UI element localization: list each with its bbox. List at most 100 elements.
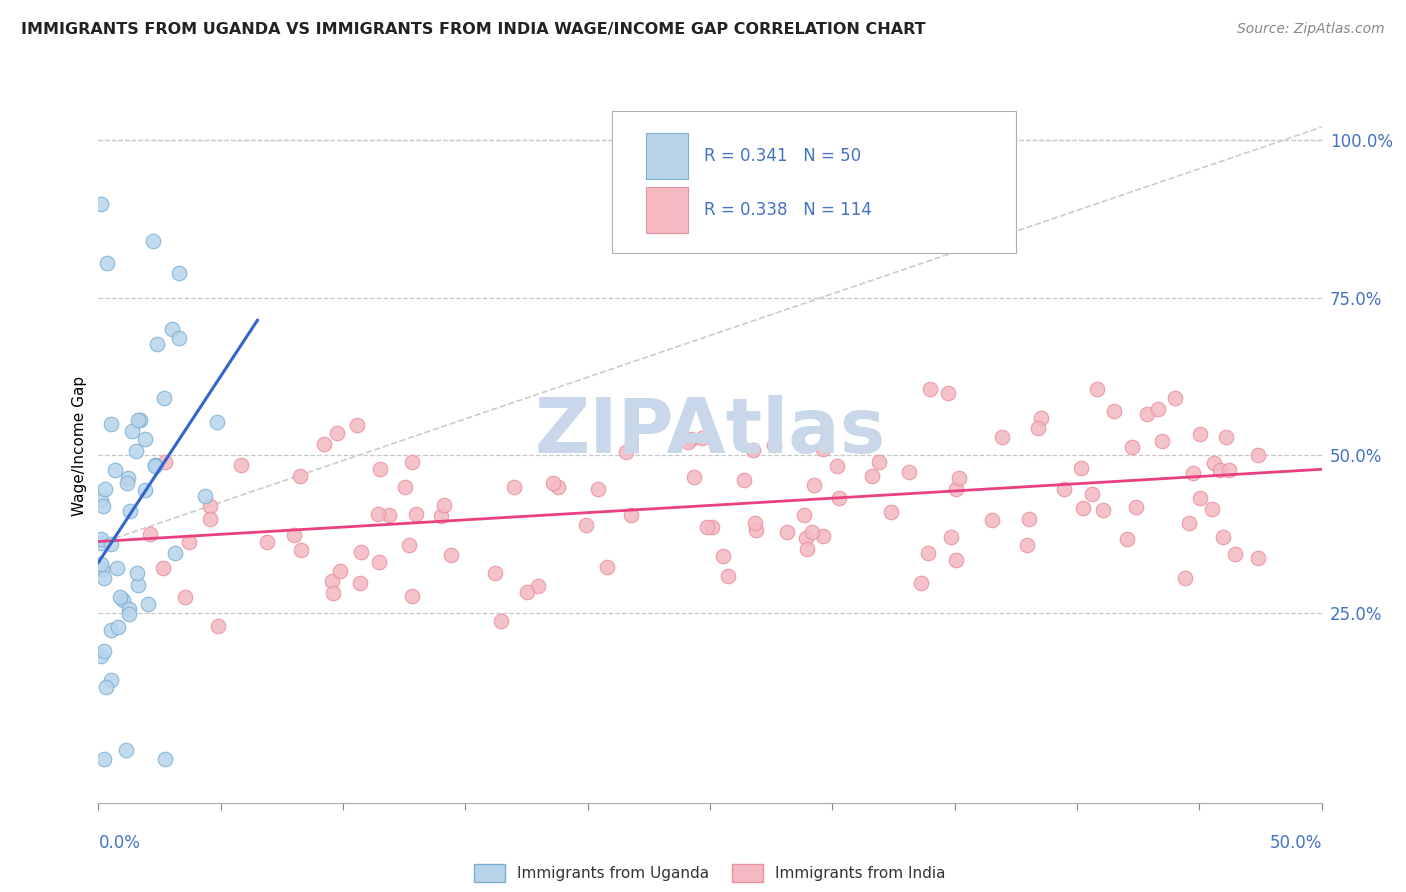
Point [1071, 501, 1094, 516]
Point [682, 470, 704, 484]
Point [155, 751, 177, 765]
Point [440, 549, 463, 563]
Text: R = 0.341   N = 50: R = 0.341 N = 50 [704, 146, 860, 164]
Point [160, 322, 183, 336]
Point [117, 471, 139, 485]
Point [898, 465, 921, 479]
Point [90, 197, 112, 211]
Point [489, 615, 512, 629]
Point [174, 590, 197, 604]
Point [1181, 466, 1204, 480]
FancyBboxPatch shape [647, 133, 688, 179]
Point [100, 537, 122, 551]
FancyBboxPatch shape [647, 187, 688, 234]
Point [288, 469, 311, 483]
Point [941, 531, 963, 545]
Point [100, 623, 122, 637]
Point [145, 458, 167, 473]
Point [139, 527, 162, 541]
Point [127, 566, 149, 580]
Point [948, 471, 970, 485]
Point [100, 673, 122, 688]
Point [314, 437, 336, 451]
Point [1215, 430, 1237, 444]
Point [1178, 516, 1201, 531]
Point [1136, 408, 1159, 422]
Point [811, 442, 834, 456]
Point [108, 590, 131, 604]
Point [828, 491, 851, 505]
Point [370, 462, 392, 476]
Point [620, 508, 643, 522]
Point [1247, 448, 1270, 462]
Point [90, 532, 112, 546]
Point [152, 561, 174, 575]
Point [290, 543, 312, 558]
Point [117, 475, 139, 490]
Point [346, 418, 368, 433]
Point [741, 443, 763, 458]
Point [134, 483, 156, 497]
Point [127, 413, 149, 427]
Point [90, 648, 112, 663]
Point [96, 681, 118, 695]
Point [745, 523, 768, 537]
Point [121, 424, 143, 438]
Point [152, 391, 174, 405]
Text: IMMIGRANTS FROM UGANDA VS IMMIGRANTS FROM INDIA WAGE/INCOME GAP CORRELATION CHAR: IMMIGRANTS FROM UGANDA VS IMMIGRANTS FRO… [21, 22, 925, 37]
Point [733, 473, 755, 487]
Point [1102, 403, 1125, 417]
Point [111, 593, 134, 607]
Point [256, 534, 278, 549]
Point [1188, 427, 1211, 442]
Point [90, 557, 112, 571]
Point [367, 507, 389, 521]
Point [283, 528, 305, 542]
Point [90, 493, 112, 508]
Point [91, 499, 114, 513]
Point [1125, 500, 1147, 515]
Point [326, 425, 349, 440]
Point [1247, 550, 1270, 565]
Point [1017, 537, 1039, 551]
Point [792, 508, 814, 523]
Point [124, 443, 146, 458]
Point [177, 535, 200, 549]
Point [1121, 440, 1143, 454]
Point [1223, 548, 1246, 562]
Point [717, 569, 740, 583]
Point [1026, 421, 1049, 435]
Point [586, 482, 609, 496]
Point [349, 576, 371, 591]
Point [990, 429, 1012, 443]
Point [104, 463, 127, 477]
Point [744, 516, 766, 530]
Point [917, 546, 939, 560]
Point [1204, 456, 1226, 470]
Point [936, 385, 959, 400]
Legend: Immigrants from Uganda, Immigrants from India: Immigrants from Uganda, Immigrants from … [468, 858, 952, 888]
Point [575, 517, 598, 532]
Point [690, 431, 713, 445]
Point [910, 575, 932, 590]
Point [614, 445, 637, 459]
Point [329, 564, 352, 578]
Point [860, 469, 883, 483]
Point [433, 498, 456, 512]
Point [1164, 391, 1187, 405]
Point [1212, 530, 1234, 544]
Point [367, 555, 389, 569]
Point [138, 598, 160, 612]
Point [146, 337, 169, 351]
Point [321, 585, 343, 599]
Point [165, 546, 187, 560]
Point [1218, 463, 1240, 477]
Point [776, 525, 799, 540]
Point [1085, 382, 1108, 396]
Point [90, 562, 112, 576]
Point [945, 553, 967, 567]
Point [398, 538, 420, 552]
FancyBboxPatch shape [612, 111, 1015, 253]
Point [596, 559, 619, 574]
Point [405, 507, 427, 521]
